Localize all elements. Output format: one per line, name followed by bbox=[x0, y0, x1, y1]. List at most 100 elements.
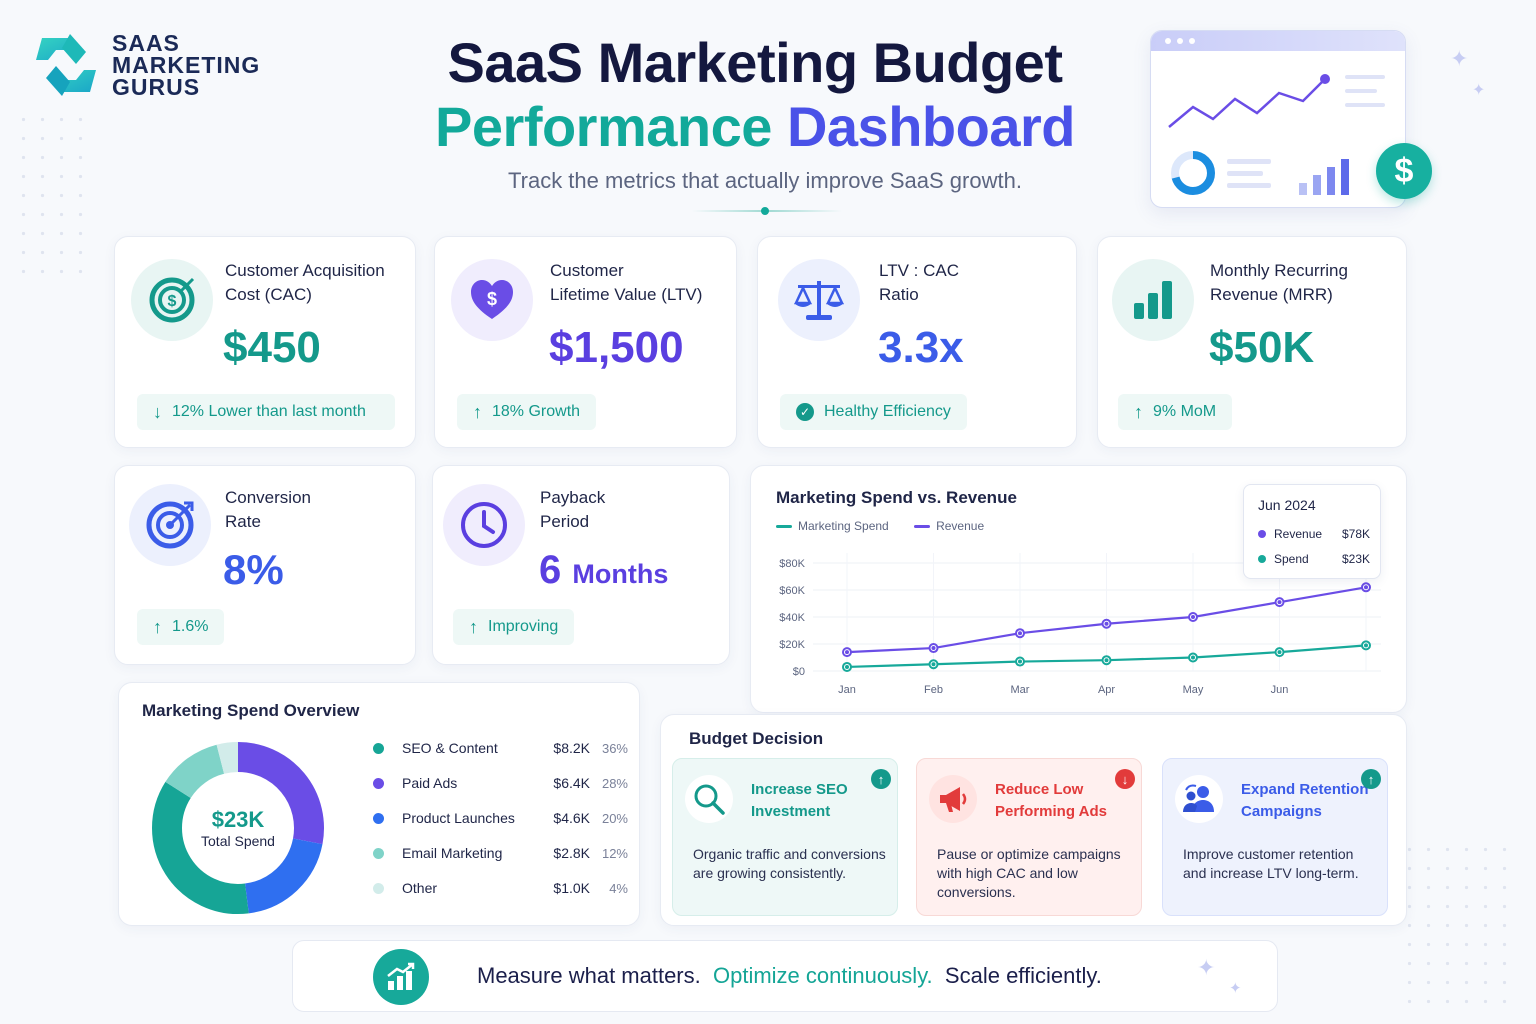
kpi-card-ltv-cac-ratio[interactable]: LTV : CAC Ratio 3.3x ✓ Healthy Efficiency bbox=[757, 236, 1077, 448]
donut-slice bbox=[237, 742, 324, 845]
data-point-core bbox=[845, 664, 849, 669]
dot-pattern-right bbox=[1400, 840, 1520, 1010]
decision-body: Improve customer retention and increase … bbox=[1183, 846, 1359, 881]
page-title-line-2: Performance Dashboard bbox=[340, 94, 1170, 159]
svg-text:$: $ bbox=[168, 293, 177, 310]
kpi-card-ltv[interactable]: $ Customer Lifetime Value (LTV) $1,500 ↑ … bbox=[434, 236, 737, 448]
legend-name: Paid Ads bbox=[402, 775, 458, 791]
legend-name: Other bbox=[402, 880, 438, 896]
footer-part-1: Measure what matters. bbox=[477, 963, 701, 988]
arrow-up-badge-icon: ↑ bbox=[871, 769, 891, 789]
spend-overview-card: Marketing Spend Overview $23K Total Spen… bbox=[118, 682, 640, 926]
check-circle-icon: ✓ bbox=[796, 403, 814, 421]
spend-donut-chart[interactable] bbox=[143, 733, 333, 923]
brand-name: SAAS MARKETING GURUS bbox=[112, 32, 272, 100]
footer-tagline: Measure what matters. Optimize continuou… bbox=[477, 963, 1102, 989]
kpi-change-text: 18% Growth bbox=[492, 403, 581, 420]
data-point-core bbox=[931, 646, 936, 651]
kpi-card-mrr[interactable]: Monthly Recurring Revenue (MRR) $50K ↑ 9%… bbox=[1097, 236, 1407, 448]
kpi-label: Conversion Rate bbox=[225, 488, 311, 531]
arrow-down-icon: ↓ bbox=[153, 401, 162, 422]
brand-logo[interactable]: SAAS MARKETING GURUS bbox=[32, 30, 272, 100]
arrow-up-icon: ↑ bbox=[153, 616, 162, 637]
tooltip-row-spend: Spend $23K bbox=[1258, 552, 1370, 566]
kpi-label: LTV : CAC Ratio bbox=[879, 261, 959, 304]
sparkle-icon: ✦ bbox=[1472, 82, 1486, 99]
legend-percent: 20% bbox=[601, 810, 628, 826]
y-tick-label: $60K bbox=[779, 585, 805, 597]
kpi-card-payback-period[interactable]: Payback Period 6 Months ↑ Improving bbox=[432, 465, 730, 665]
legend-percent: 36% bbox=[601, 740, 628, 756]
kpi-change-badge: ↑ 1.6% bbox=[137, 609, 225, 645]
kpi-label: Payback Period bbox=[540, 488, 606, 531]
sparkle-icon: ✦ bbox=[1450, 46, 1469, 71]
legend-percent: 12% bbox=[601, 845, 628, 861]
data-point-core bbox=[1364, 585, 1368, 590]
kpi-change-badge: ↓ 12% Lower than last month bbox=[137, 394, 395, 430]
x-tick-label: Jun bbox=[1271, 684, 1289, 696]
decision-title-text: Increase SEO Investment bbox=[751, 781, 848, 820]
brand-line-3: GURUS bbox=[112, 74, 201, 100]
kpi-card-cac[interactable]: $ Customer Acquisition Cost (CAC) $450 ↓ … bbox=[114, 236, 416, 448]
y-tick-label: $20K bbox=[779, 639, 805, 651]
svg-text:$: $ bbox=[487, 289, 497, 309]
decision-expand-retention[interactable]: Expand Retention Campaigns ↑ Improve cus… bbox=[1162, 758, 1388, 916]
data-point-core bbox=[931, 662, 936, 667]
data-point-core bbox=[1364, 643, 1368, 648]
footer-part-3: Scale efficiently. bbox=[944, 963, 1102, 988]
decision-reduce-ads[interactable]: Reduce Low Performing Ads ↓ Pause or opt… bbox=[916, 758, 1142, 916]
legend-dot bbox=[373, 882, 384, 894]
hero-window-bar bbox=[1151, 31, 1405, 51]
x-tick-label: May bbox=[1183, 684, 1204, 696]
data-point-core bbox=[845, 650, 849, 655]
dot-pattern-left bbox=[14, 110, 94, 280]
legend-item-revenue: Revenue bbox=[914, 519, 984, 533]
kpi-value: 3.3x bbox=[878, 323, 964, 372]
legend-dot bbox=[373, 847, 384, 859]
tooltip-row-revenue: Revenue $78K bbox=[1258, 527, 1370, 541]
legend-dot bbox=[373, 777, 384, 789]
kpi-label: Customer Acquisition Cost (CAC) bbox=[225, 261, 385, 304]
chart-tooltip: Jun 2024 Revenue $78K Spend $23K bbox=[1243, 484, 1381, 579]
y-tick-label: $80K bbox=[779, 558, 805, 570]
legend-percent: 4% bbox=[609, 880, 628, 896]
data-point-core bbox=[1104, 621, 1109, 626]
legend-amount: $8.2K bbox=[553, 740, 590, 756]
kpi-value-number: 6 bbox=[539, 548, 562, 592]
decision-title-text: Expand Retention Campaigns bbox=[1241, 781, 1369, 820]
donut-center-value: $23K bbox=[211, 807, 265, 832]
legend-name: Email Marketing bbox=[402, 845, 503, 861]
heart-dollar-icon: $ bbox=[451, 259, 533, 341]
legend-name: Product Launches bbox=[402, 810, 515, 826]
kpi-change-badge: ↑ Improving bbox=[453, 609, 575, 645]
trend-line-icon bbox=[1168, 74, 1385, 195]
arrow-up-icon: ↑ bbox=[469, 616, 478, 637]
legend-percent: 28% bbox=[601, 775, 628, 791]
x-tick-label: Apr bbox=[1098, 684, 1115, 696]
legend-name: SEO & Content bbox=[402, 740, 498, 756]
dollar-icon: $ bbox=[1376, 143, 1432, 199]
y-tick-label: $0 bbox=[793, 666, 805, 678]
kpi-card-conversion-rate[interactable]: Conversion Rate 8% ↑ 1.6% bbox=[114, 465, 416, 665]
donut-slice bbox=[244, 837, 323, 914]
kpi-change-badge: ↑ 9% MoM bbox=[1118, 394, 1233, 430]
decision-increase-seo[interactable]: Increase SEO Investment ↑ Organic traffi… bbox=[672, 758, 898, 916]
overview-title: Marketing Spend Overview bbox=[142, 701, 360, 720]
arrow-up-icon: ↑ bbox=[473, 401, 482, 422]
data-point-core bbox=[1277, 650, 1282, 655]
arrow-up-icon: ↑ bbox=[1134, 401, 1143, 422]
kpi-value: $50K bbox=[1209, 323, 1315, 372]
arrow-down-badge-icon: ↓ bbox=[1115, 769, 1135, 789]
target-icon bbox=[129, 484, 211, 566]
line-chart[interactable]: $80K $60K $40K $20K $0 Jan Feb Mar Apr May Jun bbox=[751, 466, 1408, 714]
page-title-line-1: SaaS Marketing Budget bbox=[447, 31, 1063, 94]
legend-amount: $6.4K bbox=[553, 775, 590, 791]
data-point-core bbox=[1191, 615, 1195, 619]
kpi-change-badge: ✓ Healthy Efficiency bbox=[780, 394, 967, 430]
arrow-up-badge-icon: ↑ bbox=[1361, 769, 1381, 789]
donut-slice bbox=[152, 781, 249, 914]
y-tick-label: $40K bbox=[779, 612, 805, 624]
data-point-core bbox=[1018, 659, 1022, 664]
clock-icon bbox=[443, 484, 525, 566]
hero-illustration bbox=[1150, 30, 1406, 208]
